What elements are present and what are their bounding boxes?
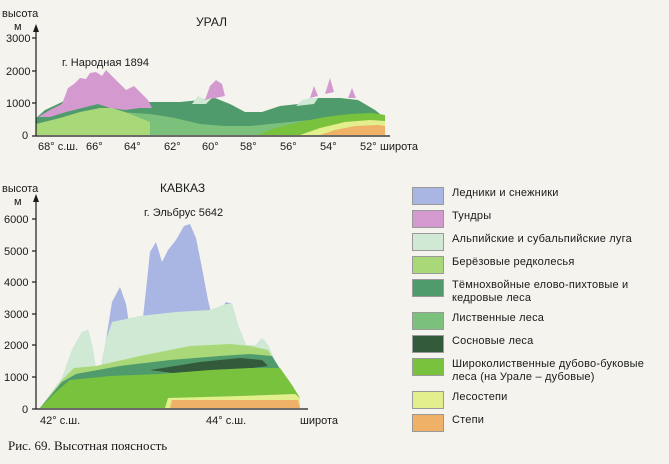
legend-item-pine: Сосновые леса <box>412 334 669 354</box>
caucasus-profile <box>40 224 300 408</box>
ural-zone-alpine <box>192 96 212 104</box>
caucasus-x-tick: 42° с.ш. <box>40 415 80 427</box>
ural-x-tick: 62° <box>164 141 181 153</box>
caucasus-peak-label: г. Эльбрус 5642 <box>144 207 223 219</box>
legend-label: Берёзовые редколесья <box>452 256 575 268</box>
legend: Ледники и снежники Тундры Альпийские и с… <box>412 186 669 436</box>
ural-zone-tundra-peak-3 <box>310 86 318 98</box>
ural-x-tick: 58° <box>240 141 257 153</box>
ural-profile <box>36 70 385 135</box>
caucasus-zone-steppe <box>170 400 300 408</box>
legend-item-broadleaf: Широколиственные дубово-буковые леса (на… <box>412 357 669 387</box>
ural-y-tick: 3000 <box>6 33 30 45</box>
ural-x-tick: 56° <box>280 141 297 153</box>
ural-peak-label: г. Народная 1894 <box>62 57 149 69</box>
ural-zone-tundra-peak-5 <box>348 88 356 98</box>
ural-zone-tundra <box>38 70 152 117</box>
caucasus-y-tick: 1000 <box>4 372 28 384</box>
caucasus-axes <box>32 194 308 410</box>
ural-zone-birch <box>36 108 150 135</box>
legend-swatch <box>412 312 444 330</box>
ural-zone-steppe <box>320 125 385 135</box>
ural-x-tick: 54° <box>320 141 337 153</box>
legend-item-dark-taiga: Тёмнохвойные елово-пихтовые и кедровые л… <box>412 278 669 308</box>
legend-swatch <box>412 187 444 205</box>
ural-x-tick: 52° <box>360 141 377 153</box>
legend-label: Тёмнохвойные елово-пихтовые и кедровые л… <box>452 279 629 304</box>
caucasus-y-axis-label: высота <box>2 183 39 195</box>
legend-swatch <box>412 233 444 251</box>
ural-y-axis-label: высота <box>2 8 39 20</box>
legend-swatch <box>412 256 444 274</box>
caucasus-y-axis-unit: м <box>14 196 22 208</box>
legend-label: Альпийские и субальпийские луга <box>452 233 632 245</box>
caucasus-title: КАВКАЗ <box>160 181 205 195</box>
caucasus-y-tick: 2000 <box>4 340 28 352</box>
caucasus-y-tick: 0 <box>22 404 28 416</box>
legend-swatch <box>412 279 444 297</box>
ural-x-axis-label: широта <box>380 141 419 153</box>
caucasus-y-tick: 5000 <box>4 246 28 258</box>
caucasus-y-tick: 4000 <box>4 277 28 289</box>
legend-item-forest-steppe: Лесостепи <box>412 390 669 410</box>
ural-x-tick: 64° <box>124 141 141 153</box>
caucasus-zone-pine <box>150 358 268 374</box>
caucasus-y-tick: 3000 <box>4 309 28 321</box>
caucasus-x-tick: 44° с.ш. <box>206 415 246 427</box>
legend-swatch <box>412 358 444 376</box>
ural-x-tick: 68° с.ш. <box>38 141 78 153</box>
legend-item-alpine: Альпийские и субальпийские луга <box>412 232 669 252</box>
ural-y-tick: 2000 <box>6 66 30 78</box>
ural-title: УРАЛ <box>196 15 227 29</box>
ural-y-tick: 0 <box>22 130 28 142</box>
ural-x-tick: 66° <box>86 141 103 153</box>
legend-label: Ледники и снежники <box>452 187 559 199</box>
ural-y-tick: 1000 <box>6 98 30 110</box>
legend-label: Тундры <box>452 210 492 222</box>
legend-swatch <box>412 414 444 432</box>
ural-zone-alpine-2 <box>296 98 318 106</box>
figure-caption: Рис. 69. Высотная поясность <box>8 438 168 453</box>
legend-label: Степи <box>452 414 485 426</box>
ural-zone-tundra-peak-4 <box>325 78 334 94</box>
legend-item-glaciers: Ледники и снежники <box>412 186 669 206</box>
legend-swatch <box>412 335 444 353</box>
ural-x-tick: 60° <box>202 141 219 153</box>
caucasus-y-tick: 6000 <box>4 214 28 226</box>
ural-axes <box>32 24 390 137</box>
legend-swatch <box>412 391 444 409</box>
legend-item-tundra: Тундры <box>412 209 669 229</box>
legend-label: Сосновые леса <box>452 335 534 347</box>
legend-swatch <box>412 210 444 228</box>
legend-item-birch: Берёзовые редколесья <box>412 255 669 275</box>
ural-zone-tundra-peak-2 <box>205 80 225 100</box>
legend-item-deciduous: Лиственные леса <box>412 311 669 331</box>
legend-label: Лиственные леса <box>452 312 545 324</box>
legend-label: Лесостепи <box>452 391 508 403</box>
ural-y-axis-unit: м <box>14 21 22 33</box>
legend-label: Широколиственные дубово-буковые леса (на… <box>452 358 645 383</box>
legend-item-steppe: Степи <box>412 413 669 433</box>
caucasus-x-axis-label: широта <box>300 415 339 427</box>
